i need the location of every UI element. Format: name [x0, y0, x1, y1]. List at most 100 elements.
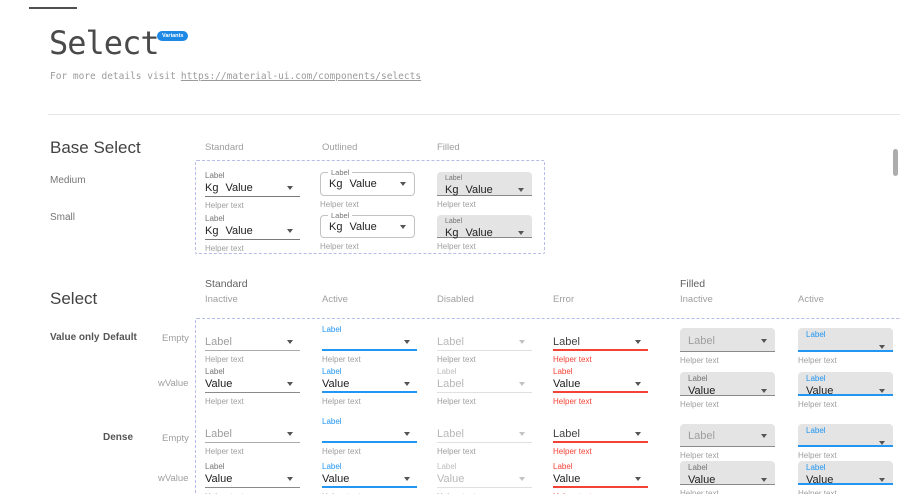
page-title: Select — [49, 24, 160, 62]
field-value: Value — [806, 473, 834, 486]
field-value: Value — [205, 472, 233, 485]
scrollbar-thumb[interactable] — [893, 149, 898, 176]
field-label: Label — [806, 374, 826, 383]
helper-text: Helper text — [798, 451, 837, 460]
select-filled-active-empty[interactable]: Label Helper text — [798, 328, 893, 365]
select-inactive-value[interactable]: Label Value Helper text — [205, 367, 300, 406]
select-dense-filled-inactive-empty[interactable]: Label Helper text — [680, 424, 775, 460]
select-active-empty[interactable]: Label Helper text — [322, 325, 417, 364]
select-dense-filled-active-empty[interactable]: Label Helper text — [798, 424, 893, 460]
field-label: Label — [445, 175, 463, 182]
base-select-standard-small[interactable]: Label Kg Value Helper text — [205, 214, 300, 253]
field-label: Label — [205, 462, 225, 471]
dropdown-caret-icon — [287, 476, 293, 481]
select-active-value[interactable]: Label Value Helper text — [322, 367, 417, 406]
dropdown-caret-icon — [879, 344, 885, 349]
dropdown-caret-icon — [400, 224, 406, 229]
dropdown-caret-icon — [879, 388, 885, 393]
helper-text: Helper text — [322, 355, 361, 364]
field-label: Label — [688, 374, 708, 383]
helper-text: Helper text — [205, 244, 244, 253]
helper-text: Helper text — [437, 200, 476, 209]
select-dense-error-empty[interactable]: Label Helper text — [553, 417, 648, 456]
select-filled-inactive-empty[interactable]: Label Helper text — [680, 328, 775, 365]
dropdown-caret-icon — [287, 339, 293, 344]
field-underline — [205, 442, 300, 443]
base-select-outlined-medium[interactable]: Label Kg Value Helper text — [320, 168, 415, 209]
helper-text: Helper text — [680, 451, 719, 460]
field-value: Value — [322, 377, 350, 390]
field-value: Value — [349, 220, 377, 233]
state-label-wvalue: wValue — [158, 378, 189, 389]
base-select-outlined-small[interactable]: Label Kg Value Helper text — [320, 211, 415, 251]
helper-text: Helper text — [205, 492, 300, 494]
field-label: Label — [806, 330, 826, 339]
select-dense-active-empty[interactable]: Label Helper text — [322, 417, 417, 456]
helper-text: Helper text — [553, 447, 592, 456]
helper-text: Helper text — [437, 447, 476, 456]
helper-text: Helper text — [553, 355, 592, 364]
state-label-wvalue-dense: wValue — [158, 473, 189, 484]
select-error-value[interactable]: Label Value Helper text — [553, 367, 648, 406]
dropdown-caret-icon — [287, 228, 293, 233]
state-label-empty: Empty — [162, 333, 189, 344]
dropdown-caret-icon — [404, 339, 410, 344]
size-label-dense: Dense — [103, 432, 134, 443]
field-underline — [553, 486, 648, 488]
col-header-filled: Filled — [437, 142, 460, 153]
field-underline — [205, 196, 300, 197]
select-dense-active-value[interactable]: Label Value Helper text — [322, 462, 417, 494]
select-disabled-value: Label Label Helper text — [437, 367, 532, 406]
select-disabled-empty: Label Helper text — [437, 325, 532, 364]
row-header-small: Small — [50, 212, 76, 223]
helper-text: Helper text — [205, 397, 244, 406]
field-value: Label — [205, 335, 232, 348]
field-label: Label — [553, 462, 573, 471]
field-underline — [322, 486, 417, 488]
field-label: Label — [322, 417, 342, 426]
col-header-outlined: Outlined — [322, 142, 358, 153]
select-dense-filled-inactive-value[interactable]: Label Value Helper text — [680, 461, 775, 494]
field-underline — [553, 349, 648, 351]
field-underline — [205, 487, 300, 488]
select-dense-disabled-empty: Label Helper text — [437, 417, 532, 456]
dropdown-caret-icon — [761, 388, 767, 393]
base-select-standard-medium[interactable]: Label Kg Value Helper text — [205, 171, 300, 210]
col-header-inactive: Inactive — [205, 294, 238, 305]
select-dense-inactive-empty[interactable]: Label Helper text — [205, 417, 300, 456]
field-adornment: Kg — [329, 178, 343, 190]
field-underline — [437, 392, 532, 393]
base-select-filled-small[interactable]: Label Kg Value Helper text — [437, 215, 532, 251]
select-filled-inactive-value[interactable]: Label Value Helper text — [680, 372, 775, 409]
select-error-empty[interactable]: Label Helper text — [553, 325, 648, 364]
select-dense-error-value[interactable]: Label Value Helper text — [553, 462, 648, 494]
dropdown-caret-icon — [519, 431, 525, 436]
helper-text: Helper text — [553, 492, 648, 494]
field-label: Label — [322, 367, 342, 376]
dropdown-caret-icon — [287, 381, 293, 386]
dropdown-caret-icon — [635, 431, 641, 436]
field-label: Label — [322, 325, 342, 334]
select-dense-inactive-value[interactable]: Label Value Helper text — [205, 462, 300, 494]
select-filled-active-value[interactable]: Label Value Helper text — [798, 372, 893, 409]
field-value: Label — [688, 334, 715, 347]
select-dense-filled-active-value[interactable]: Label Value Helper text — [798, 461, 893, 494]
field-label: Label — [328, 168, 353, 177]
helper-text: Helper text — [437, 242, 476, 251]
field-value: Value — [349, 178, 377, 190]
select-inactive-empty[interactable]: Label Helper text — [205, 325, 300, 364]
dropdown-caret-icon — [287, 431, 293, 436]
field-underline — [553, 391, 648, 393]
row-group-value-only: Value only — [50, 332, 100, 343]
col-header-error: Error — [553, 294, 575, 305]
helper-text: Helper text — [680, 489, 719, 494]
field-adornment: Kg — [445, 183, 459, 196]
dropdown-caret-icon — [761, 338, 767, 343]
helper-text: Helper text — [798, 489, 837, 494]
field-label: Label — [688, 463, 708, 472]
helper-text: Helper text — [798, 400, 837, 409]
base-select-filled-medium[interactable]: Label Kg Value Helper text — [437, 172, 532, 209]
docs-link[interactable]: https://material-ui.com/components/selec… — [180, 71, 422, 82]
field-value: Value — [205, 377, 233, 390]
